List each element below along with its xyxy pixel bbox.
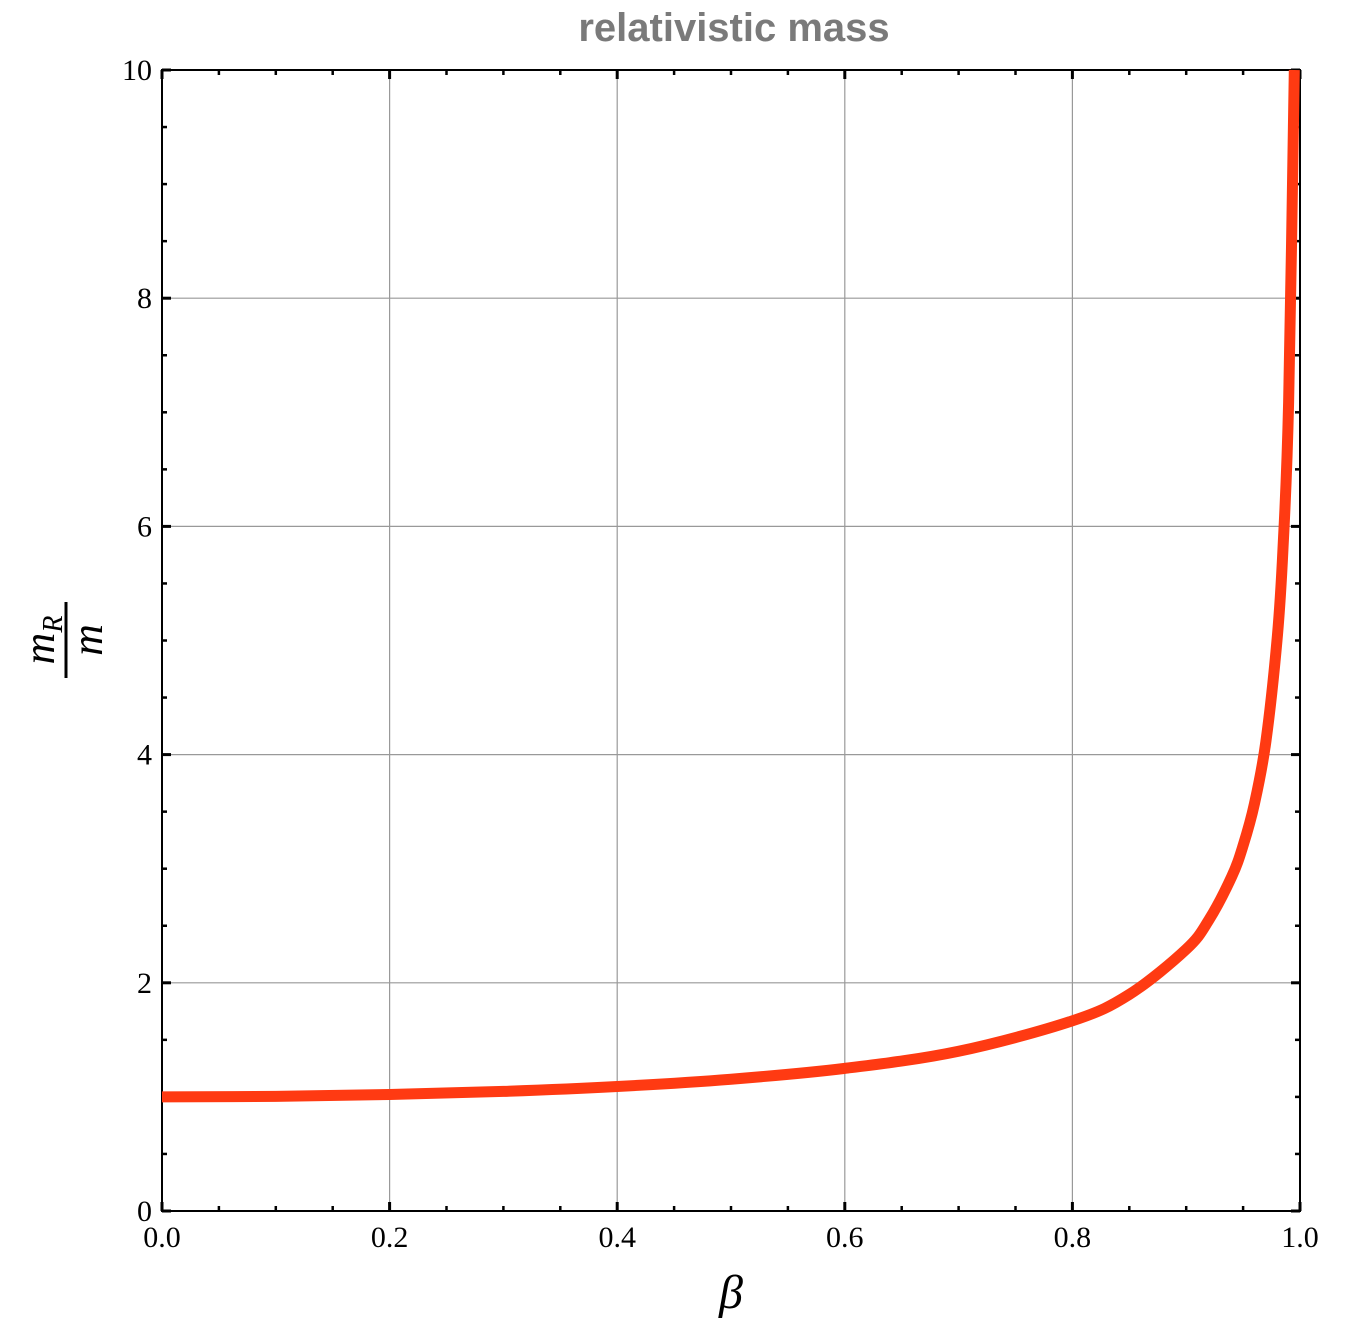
- data-point: [1129, 994, 1130, 995]
- y-tick-label: 4: [137, 739, 152, 772]
- data-point: [1243, 845, 1244, 846]
- x-tick-label: 1.0: [1281, 1221, 1319, 1254]
- data-point: [1288, 402, 1289, 403]
- y-axis-label: mRm: [15, 602, 112, 678]
- chart-title: relativistic mass: [578, 6, 890, 50]
- y-axis-label-denominator: m: [63, 624, 112, 656]
- y-axis-label-numerator: mR: [15, 616, 69, 665]
- x-tick-label: 0.4: [598, 1221, 636, 1254]
- data-point: [275, 1096, 276, 1097]
- data-point: [1208, 919, 1209, 920]
- data-point: [1231, 876, 1232, 877]
- data-point: [1277, 637, 1278, 638]
- data-point: [1072, 1020, 1073, 1021]
- x-axis-label: β: [718, 1266, 743, 1319]
- data-point: [1186, 949, 1187, 950]
- y-tick-label: 2: [137, 967, 152, 1000]
- x-tick-label: 0.2: [371, 1221, 409, 1254]
- data-point: [389, 1094, 390, 1095]
- data-point: [1265, 741, 1266, 742]
- data-point: [844, 1068, 845, 1069]
- data-point: [1294, 70, 1295, 71]
- data-point: [731, 1079, 732, 1080]
- data-point: [617, 1086, 618, 1087]
- x-tick-label: 0.0: [143, 1221, 181, 1254]
- data-point: [162, 1096, 163, 1097]
- data-point: [1282, 549, 1283, 550]
- data-point: [503, 1091, 504, 1092]
- y-tick-label: 0: [137, 1195, 152, 1228]
- y-axis-label-subscript: R: [38, 616, 69, 634]
- y-tick-label: 6: [137, 510, 152, 543]
- data-point: [958, 1051, 959, 1052]
- y-tick-label: 8: [137, 282, 152, 315]
- series-line: [161, 69, 1300, 1103]
- x-tick-label: 0.8: [1054, 1221, 1092, 1254]
- x-tick-label: 0.6: [826, 1221, 864, 1254]
- data-point: [1254, 803, 1255, 804]
- y-tick-label: 10: [122, 54, 152, 87]
- plot-frame: [161, 69, 1301, 1212]
